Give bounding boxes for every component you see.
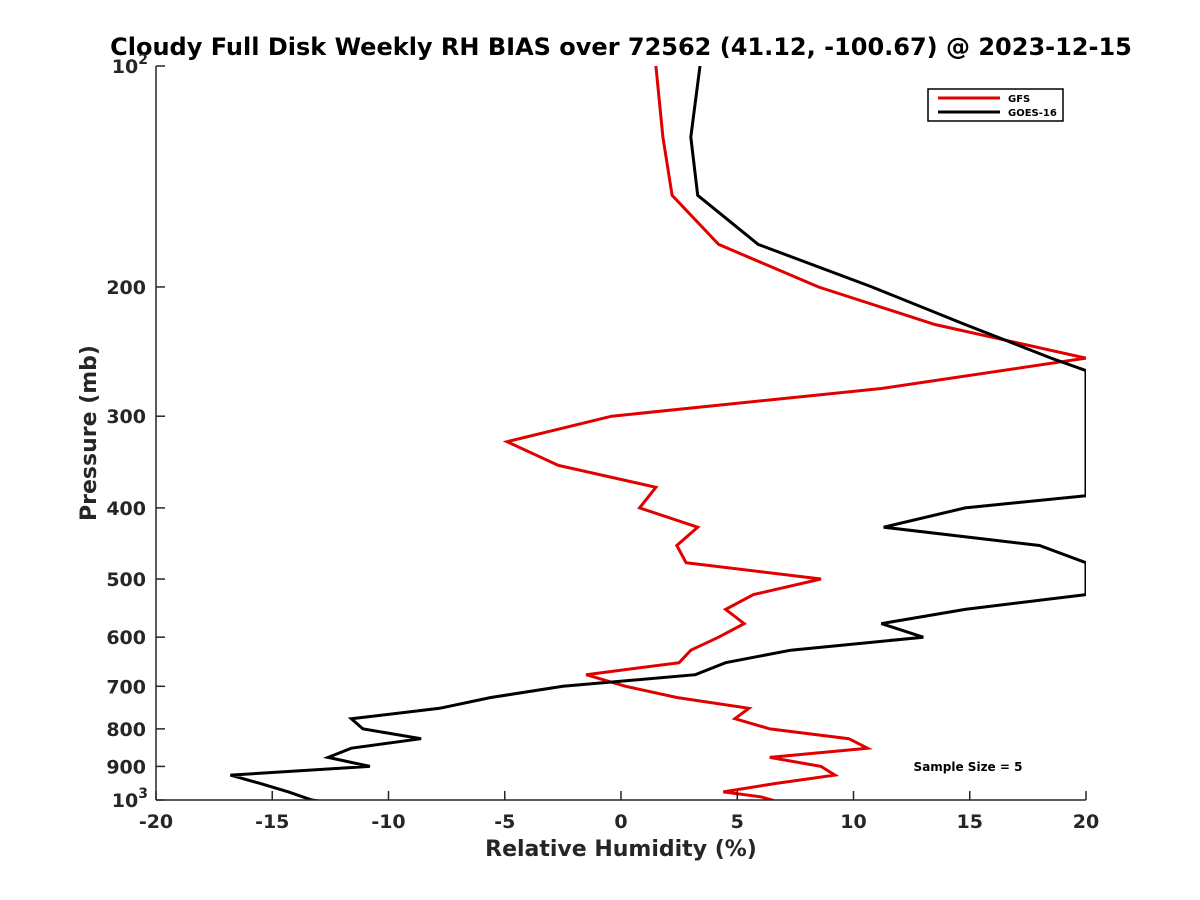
y-tick-label: 200	[106, 277, 146, 299]
x-tick-label: -20	[139, 811, 173, 833]
sample-size-annotation: Sample Size = 5	[914, 760, 1023, 774]
y-tick-label: 800	[106, 719, 146, 741]
legend-label: GFS	[1008, 94, 1030, 105]
y-tick-label: 700	[106, 676, 146, 698]
y-tick-label: 600	[106, 627, 146, 649]
x-tick-label: 15	[957, 811, 983, 833]
legend-label: GOES-16	[1008, 108, 1057, 119]
x-tick-label: 10	[840, 811, 866, 833]
y-tick-label: 500	[106, 569, 146, 591]
series-line-gfs	[502, 66, 1086, 800]
x-tick-label: 5	[731, 811, 744, 833]
series-line-goes-16	[229, 66, 1086, 800]
x-tick-label: -10	[371, 811, 405, 833]
axes: -20 -15 -10 -5 0 5 10 15 20 200 300 400 500 600 700 800…	[106, 52, 1099, 833]
x-tick-label: -15	[255, 811, 289, 833]
chart-title: Cloudy Full Disk Weekly RH BIAS over 725…	[110, 33, 1132, 61]
x-tick-label: 20	[1073, 811, 1099, 833]
y-tick-label: 900	[106, 756, 146, 778]
x-tick-label: 0	[614, 811, 627, 833]
legend: GFS GOES-16	[927, 88, 1064, 122]
x-tick-label: -5	[494, 811, 515, 833]
y-tick-label: 300	[106, 406, 146, 428]
plot-area	[229, 66, 1086, 800]
y-decade-tick-label: 102	[112, 52, 148, 78]
y-tick-label: 400	[106, 498, 146, 520]
y-axis-label: Pressure (mb)	[77, 345, 102, 521]
y-decade-tick-label: 103	[112, 786, 148, 812]
x-axis-label: Relative Humidity (%)	[485, 837, 757, 862]
legend-box	[927, 88, 1064, 122]
